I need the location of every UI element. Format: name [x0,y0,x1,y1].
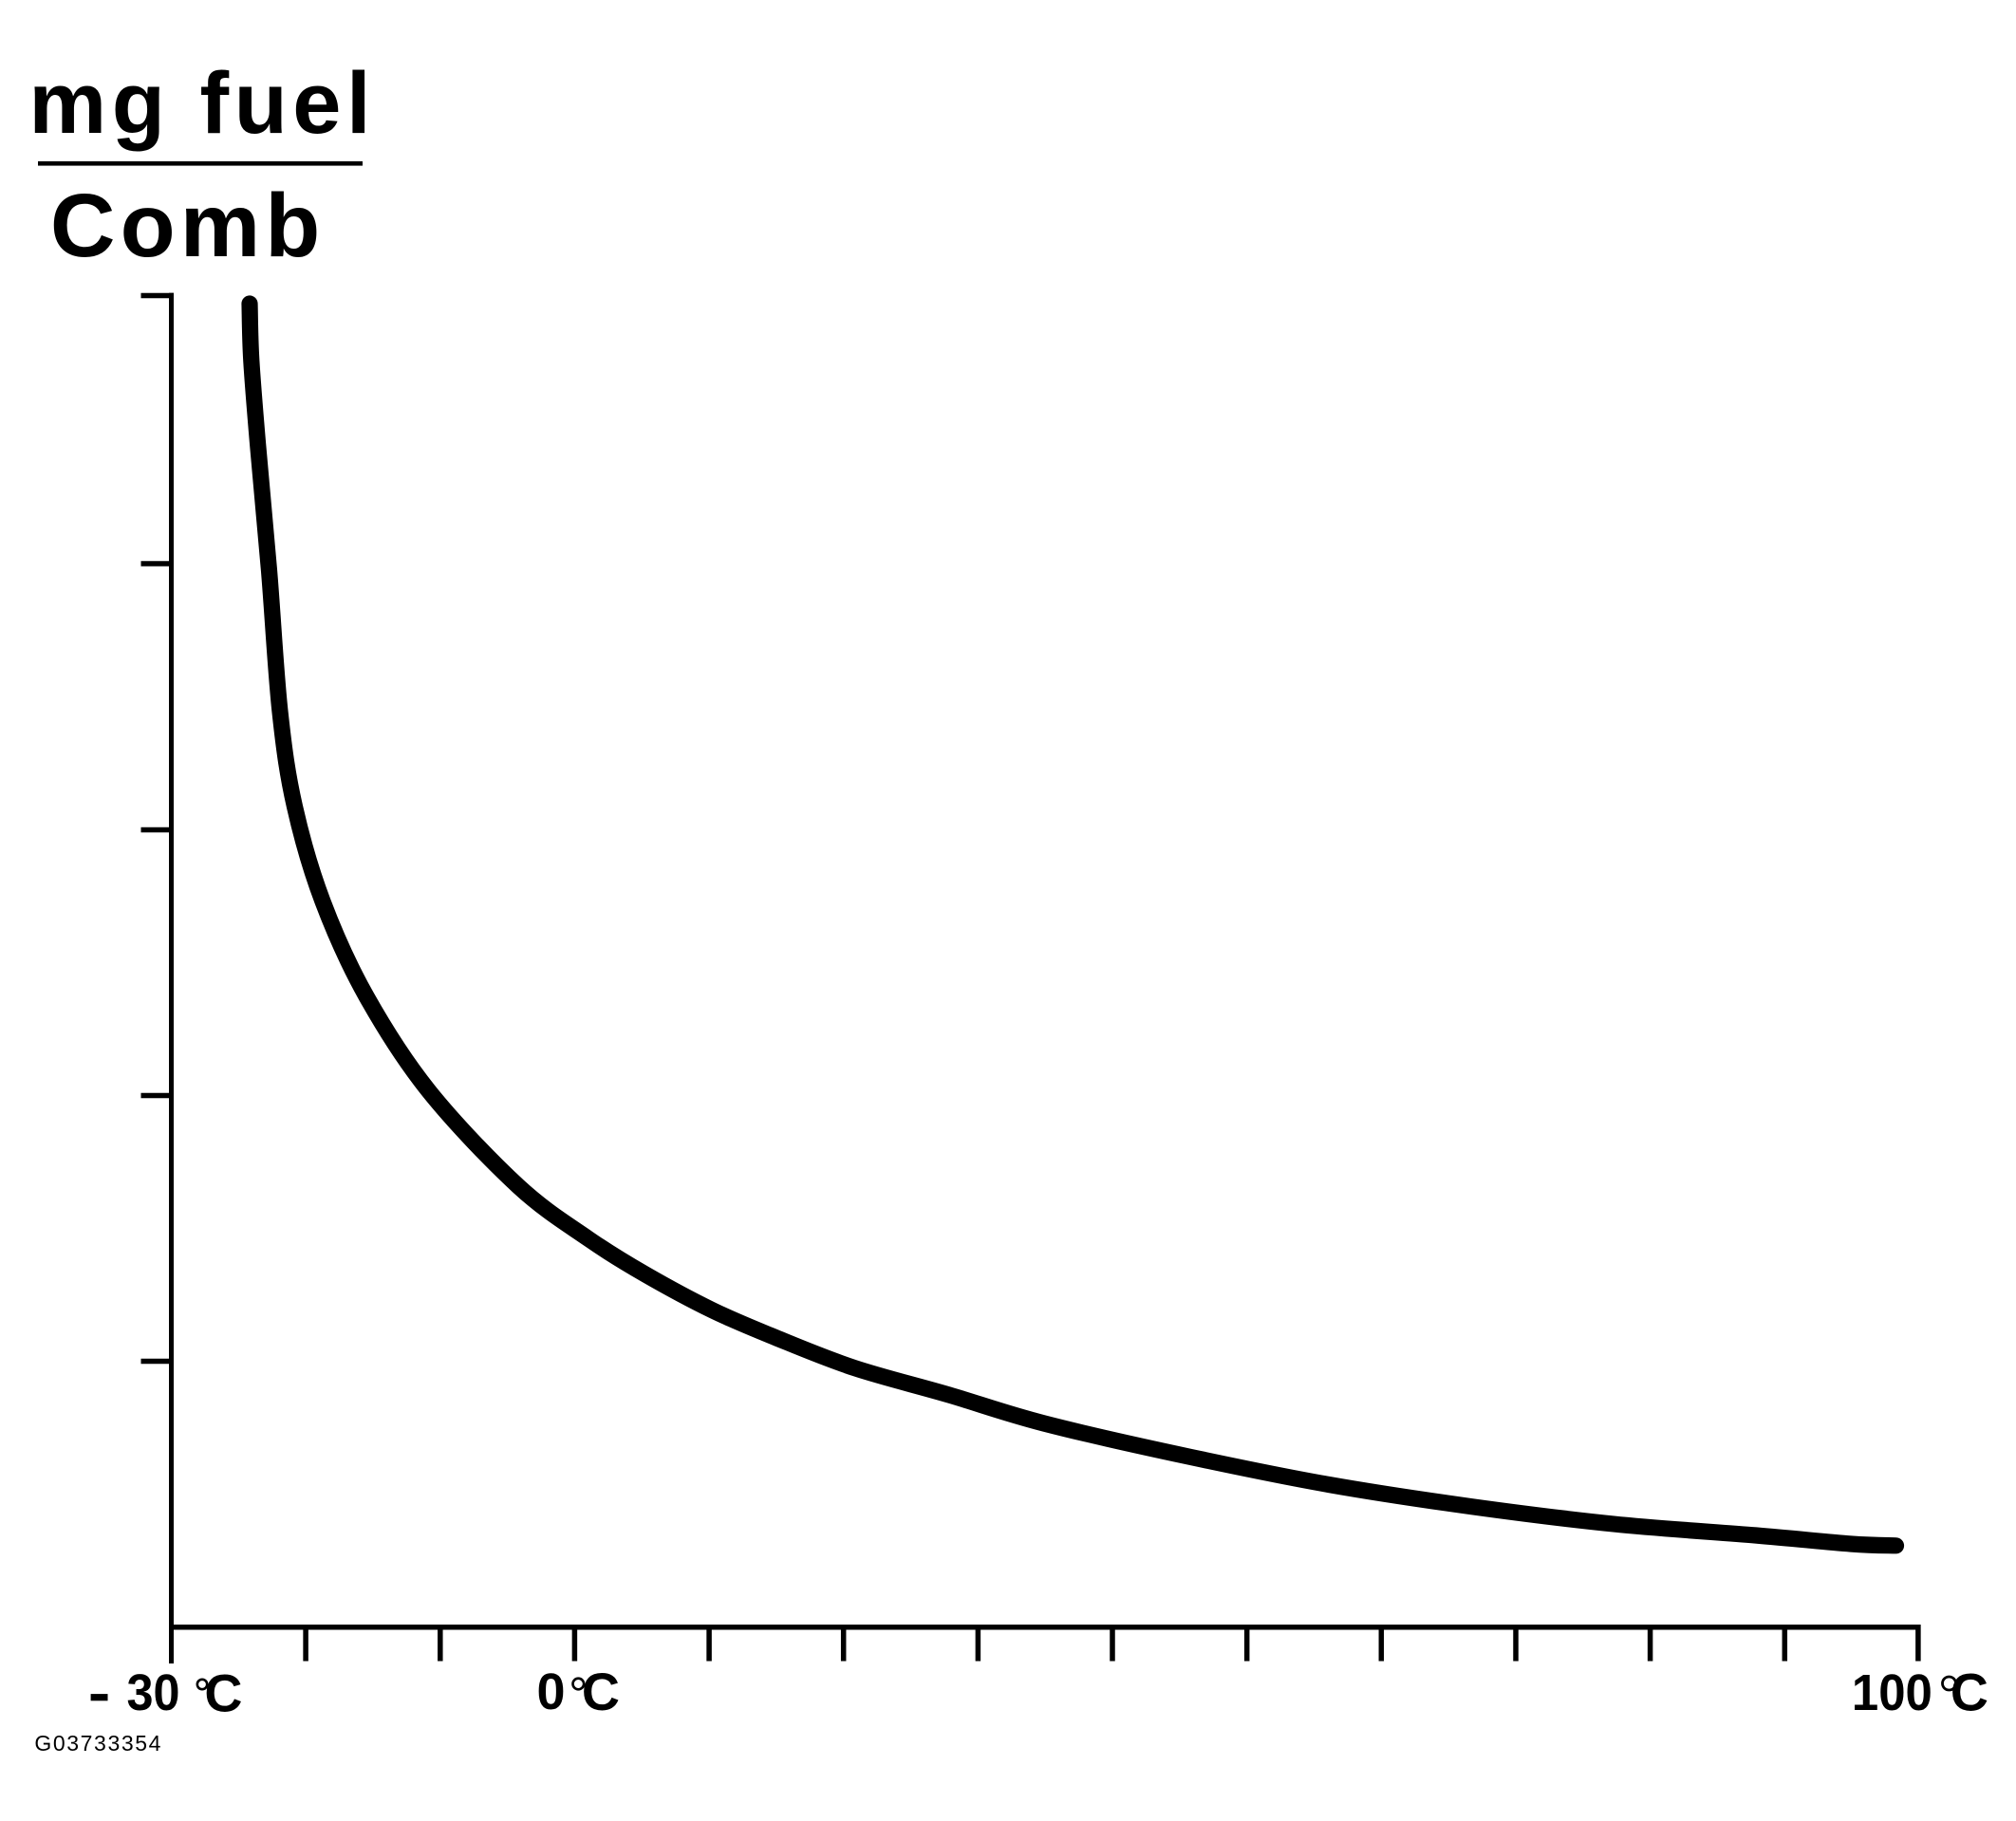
svg-text:C: C [582,1663,620,1721]
svg-text:30: 30 [127,1664,180,1721]
svg-text:G03733354: G03733354 [34,1731,162,1756]
svg-text:C: C [204,1663,242,1722]
svg-text:Comb: Comb [50,176,326,276]
svg-text:0: 0 [537,1663,566,1720]
svg-text:mg fuel: mg fuel [28,55,376,152]
svg-text:C: C [1951,1663,1988,1721]
svg-text:100: 100 [1852,1664,1932,1721]
